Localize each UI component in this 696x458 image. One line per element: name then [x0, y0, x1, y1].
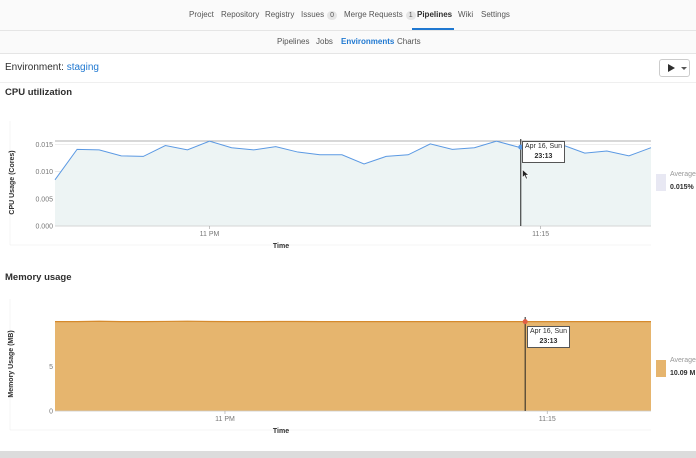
memory-tooltip: Apr 16, Sun 23:13 — [527, 326, 570, 348]
nav-wiki[interactable]: Wiki — [458, 10, 474, 19]
memory-cursor-marker — [522, 319, 528, 325]
cpu-legend-label: Average — [670, 171, 696, 178]
memory-legend-value: 10.09 M — [670, 370, 696, 377]
cpu-chart[interactable]: 0.000 0.005 0.010 0.015 11 PM 11:15 Time CPU Us… — [9, 121, 652, 250]
nav-pipelines[interactable]: Pipelines — [417, 10, 453, 19]
cpu-y-axis-label: CPU Usage (Cores) — [9, 150, 16, 214]
cpu-tooltip-time: 23:13 — [534, 153, 553, 160]
memory-y-tick-label: 5 — [49, 364, 53, 371]
nav-merge-requests[interactable]: Merge Requests 1 — [344, 10, 416, 20]
cpu-tooltip-date: Apr 16, Sun — [525, 143, 562, 150]
memory-x-axis-label: Time — [273, 428, 289, 435]
subnav-charts[interactable]: Charts — [397, 37, 421, 46]
cpu-y-tick-label: 0.005 — [35, 196, 53, 203]
cpu-area — [55, 141, 651, 226]
top-nav: Project Repository Registry Issues 0 Merg… — [0, 0, 696, 31]
cpu-x-tick-label: 11:15 — [532, 231, 549, 238]
mouse-cursor-icon — [522, 169, 530, 180]
deploy-dropdown-button[interactable] — [659, 59, 690, 77]
chevron-down-icon — [681, 67, 687, 70]
subnav-jobs[interactable]: Jobs — [316, 37, 333, 46]
sub-nav: Pipelines Jobs Environments Charts — [0, 31, 696, 54]
memory-chart[interactable]: 0 5 11 PM 11:15 Time Memory Usage (MB) — [8, 299, 651, 435]
active-tab-indicator — [412, 28, 454, 30]
nav-issues[interactable]: Issues 0 — [301, 10, 338, 20]
cpu-tooltip: Apr 16, Sun 23:13 — [522, 141, 565, 163]
merge-requests-count-badge: 1 — [405, 11, 416, 20]
cpu-y-tick-label: 0.000 — [35, 224, 53, 231]
memory-tooltip-date: Apr 16, Sun — [530, 328, 567, 335]
memory-tooltip-time: 23:13 — [539, 338, 558, 345]
cpu-legend-swatch — [656, 174, 666, 191]
cpu-legend-value: 0.015% — [670, 184, 694, 191]
subnav-environments[interactable]: Environments — [341, 37, 395, 46]
memory-area — [55, 321, 651, 411]
environment-prefix: Environment: — [5, 62, 64, 73]
subnav-pipelines[interactable]: Pipelines — [277, 37, 310, 46]
nav-issues-label: Issues — [301, 10, 325, 19]
memory-y-tick-label: 0 — [49, 409, 53, 416]
cpu-y-tick-label: 0.015 — [35, 142, 53, 149]
memory-x-tick-label: 11 PM — [215, 416, 235, 423]
play-icon — [668, 64, 675, 72]
nav-settings[interactable]: Settings — [481, 10, 510, 19]
horizontal-scrollbar[interactable] — [0, 451, 696, 458]
memory-x-tick-label: 11:15 — [539, 416, 556, 423]
cpu-y-tick-label: 0.010 — [35, 169, 53, 176]
nav-merge-requests-label: Merge Requests — [344, 10, 403, 19]
issues-count-badge: 0 — [327, 11, 338, 20]
memory-chart-title: Memory usage — [5, 272, 72, 283]
divider — [0, 82, 696, 83]
memory-legend-label: Average — [670, 357, 696, 364]
environment-name-link[interactable]: staging — [66, 62, 99, 73]
nav-registry[interactable]: Registry — [265, 10, 295, 19]
memory-y-axis-label: Memory Usage (MB) — [8, 330, 15, 397]
cpu-x-tick-label: 11 PM — [200, 231, 220, 238]
nav-repository[interactable]: Repository — [221, 10, 260, 19]
page-title: Environment: staging — [5, 62, 99, 73]
cpu-x-axis-label: Time — [273, 243, 289, 250]
memory-legend-swatch — [656, 360, 666, 377]
cpu-chart-title: CPU utilization — [5, 87, 73, 98]
nav-project[interactable]: Project — [189, 10, 214, 19]
